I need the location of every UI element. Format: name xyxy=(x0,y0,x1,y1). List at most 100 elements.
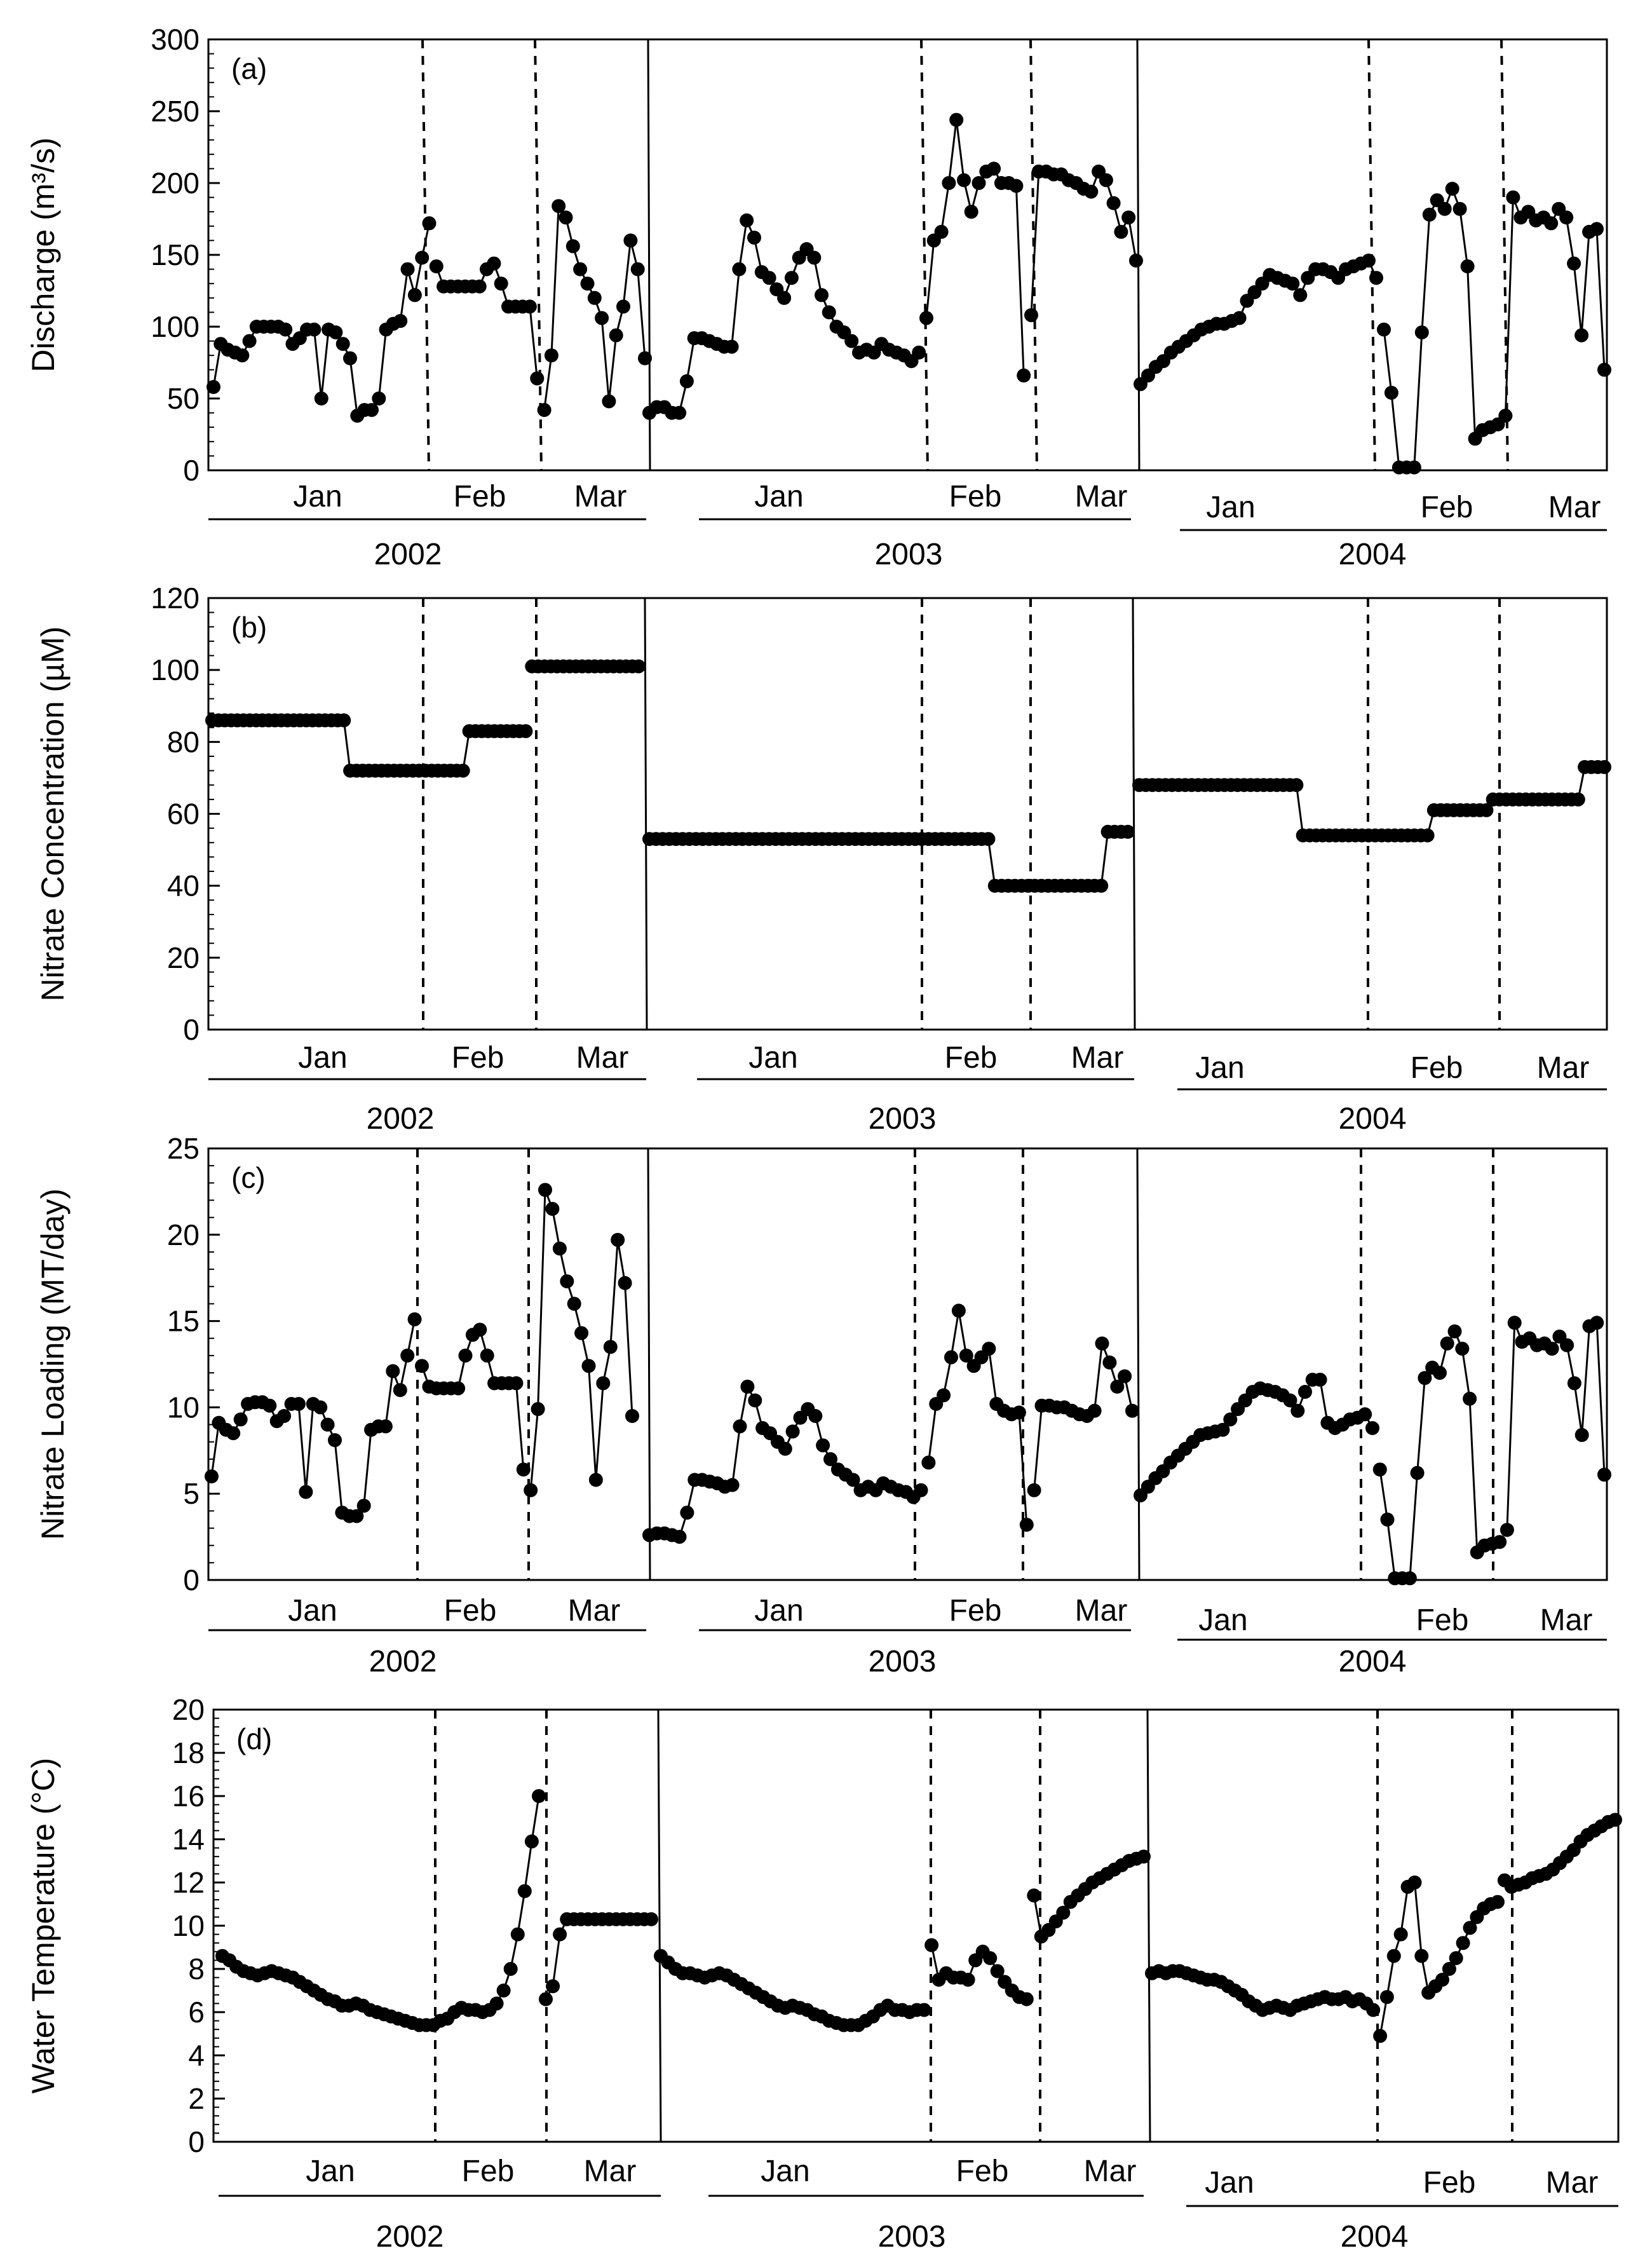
data-point xyxy=(545,1202,560,1216)
data-point xyxy=(1491,1895,1505,1909)
data-point xyxy=(313,1400,328,1415)
data-point xyxy=(494,276,508,291)
data-point xyxy=(785,1424,800,1439)
data-point xyxy=(1544,216,1559,231)
y-tick-label: 12 xyxy=(172,1866,205,1899)
data-point xyxy=(530,371,545,386)
data-point xyxy=(921,1455,936,1470)
panel-label: (b) xyxy=(231,611,267,644)
y-tick-label: 0 xyxy=(183,1563,200,1596)
data-point xyxy=(1102,1355,1117,1370)
data-point xyxy=(1017,368,1031,383)
data-point xyxy=(1407,1876,1422,1889)
year-label: 2003 xyxy=(869,1102,937,1136)
data-point xyxy=(987,161,1001,176)
data-point xyxy=(393,1383,407,1398)
panel-label: (a) xyxy=(231,52,267,85)
data-point xyxy=(638,351,652,365)
y-axis-label: Nitrate Concentration (µM) xyxy=(35,626,71,1001)
data-point xyxy=(574,1326,589,1340)
month-divider xyxy=(534,39,543,471)
data-point xyxy=(823,1452,837,1466)
data-point xyxy=(822,305,836,320)
data-point xyxy=(603,1340,618,1354)
data-point xyxy=(337,713,351,728)
data-point xyxy=(1437,201,1452,216)
data-point xyxy=(356,1499,371,1513)
data-point xyxy=(565,239,580,254)
data-point xyxy=(1597,759,1611,774)
data-point xyxy=(1559,210,1574,225)
data-point xyxy=(981,832,996,847)
month-label: Mar xyxy=(568,1594,621,1628)
data-point xyxy=(1087,1403,1102,1418)
data-point xyxy=(1232,311,1247,325)
data-point xyxy=(537,403,552,418)
y-tick-label: 18 xyxy=(172,1736,205,1769)
data-point xyxy=(762,271,776,285)
y-tick-label: 6 xyxy=(188,1996,205,2029)
month-label: Mar xyxy=(1546,2166,1599,2200)
month-label: Mar xyxy=(1075,1594,1128,1628)
y-tick-label: 14 xyxy=(172,1823,205,1856)
data-point xyxy=(672,405,687,420)
data-point xyxy=(1422,207,1437,222)
month-divider xyxy=(1500,39,1509,471)
y-axis-label: Discharge (m³/s) xyxy=(25,137,61,372)
data-point xyxy=(1380,1512,1395,1527)
data-point xyxy=(451,1381,466,1396)
data-point xyxy=(1414,1949,1429,1963)
data-point xyxy=(1479,803,1494,817)
month-label: Feb xyxy=(1423,2166,1476,2200)
data-point xyxy=(1435,1973,1449,1987)
year-label: 2004 xyxy=(1341,2220,1409,2254)
month-label: Feb xyxy=(949,1594,1002,1628)
data-point xyxy=(1447,1324,1462,1338)
data-point xyxy=(672,1530,687,1544)
y-tick-label: 200 xyxy=(151,167,200,200)
data-point xyxy=(1590,222,1604,236)
data-point xyxy=(372,391,386,405)
year-label: 2003 xyxy=(878,2220,946,2254)
month-label: Jan xyxy=(754,480,803,514)
data-point xyxy=(552,1241,567,1256)
y-tick-label: 80 xyxy=(167,725,200,758)
data-point xyxy=(1215,1422,1230,1437)
data-point xyxy=(242,334,257,348)
panel-d: 0 2 4 6 8 10 12 14 16 18 20 Water Temperature (°C) (… xyxy=(25,1693,1622,2254)
data-point xyxy=(517,1884,532,1898)
data-point xyxy=(544,348,559,363)
data-point xyxy=(1289,778,1304,793)
data-point xyxy=(1384,386,1398,400)
data-point xyxy=(1597,1467,1611,1482)
data-point xyxy=(912,345,926,360)
data-point xyxy=(328,1433,342,1447)
year-divider xyxy=(647,39,651,471)
data-point xyxy=(1455,1342,1470,1356)
data-point xyxy=(990,1964,1005,1978)
data-point xyxy=(233,1412,248,1427)
data-point xyxy=(328,325,343,339)
data-point xyxy=(1567,1376,1581,1391)
data-point xyxy=(1290,1403,1305,1418)
data-point xyxy=(625,1409,639,1423)
y-tick-label: 120 xyxy=(151,582,200,615)
year-label: 2003 xyxy=(875,538,943,571)
data-point xyxy=(1366,2003,1381,2017)
month-label: Jan xyxy=(1206,491,1255,524)
data-point xyxy=(422,216,437,231)
data-point xyxy=(1414,325,1429,339)
y-tick-label: 0 xyxy=(183,1013,200,1046)
y-axis-label: Nitrate Loading (MT/day) xyxy=(35,1188,71,1540)
data-point xyxy=(299,1485,313,1499)
data-point xyxy=(532,1789,546,1803)
plot-frame xyxy=(207,1147,1608,1581)
data-point xyxy=(207,379,220,394)
data-point xyxy=(1223,1412,1238,1427)
data-point xyxy=(307,322,322,337)
data-point xyxy=(522,299,537,314)
data-point xyxy=(473,1323,487,1337)
month-label: Feb xyxy=(1411,1051,1463,1085)
data-point xyxy=(1137,1849,1151,1864)
